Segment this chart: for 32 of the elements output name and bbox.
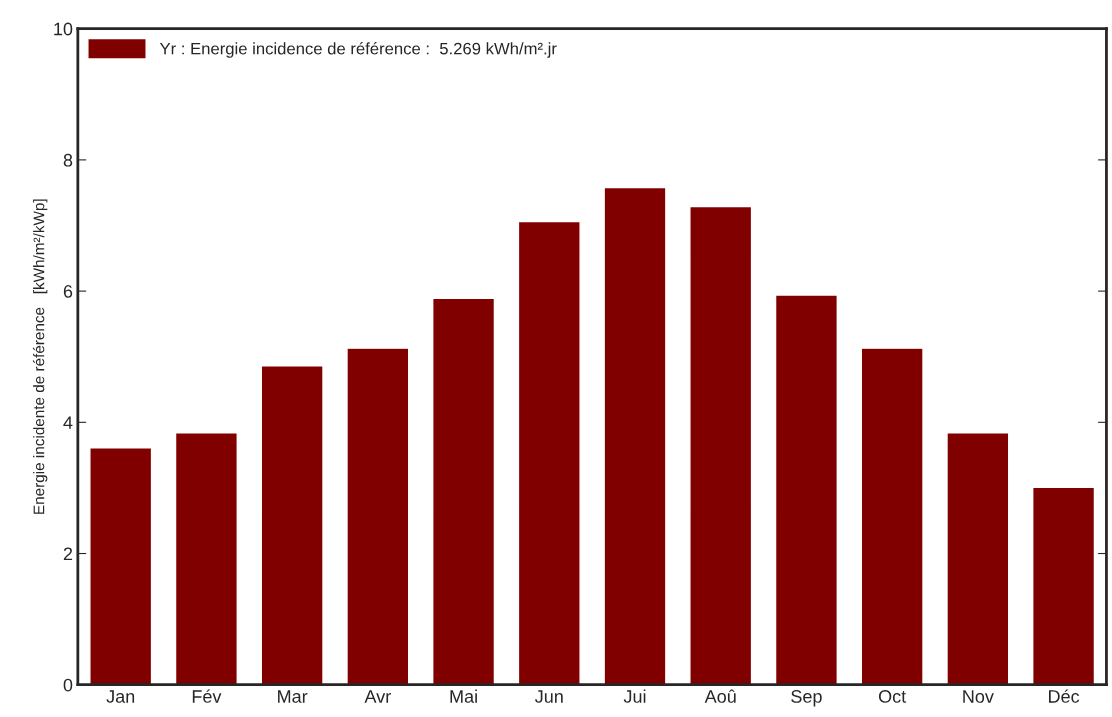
x-tick-label: Aoû	[704, 689, 736, 703]
bar	[774, 294, 838, 685]
bar	[860, 347, 924, 685]
x-tick-label: Sep	[791, 690, 822, 707]
y-tick-label: 6	[63, 285, 73, 298]
y-tick-label: 4	[63, 416, 73, 429]
bar	[89, 447, 153, 685]
x-tick-label: Oct	[878, 690, 907, 703]
bar	[517, 220, 581, 685]
bar	[260, 365, 324, 685]
y-axis-title: Energie incidente de référence [kWh/m²/kWp]	[32, 199, 48, 514]
y-tick-label: 2	[63, 547, 73, 561]
bar	[346, 347, 410, 685]
x-tick-label: Déc	[1049, 689, 1080, 703]
bar	[432, 297, 496, 685]
y-tick-label: 8	[63, 153, 73, 167]
x-tick-label: Mar	[278, 690, 308, 703]
x-tick-label: Mai	[450, 689, 477, 703]
bar	[603, 186, 667, 685]
bar	[946, 432, 1010, 685]
x-tick-label: Nov	[963, 690, 994, 703]
x-tick-label: Jan	[106, 690, 135, 703]
x-tick-label: Avr	[364, 690, 391, 703]
legend-label: Yr : Energie incidence de référence : 5.269 kWh/m².jr	[159, 42, 557, 58]
x-tick-label: Jun	[535, 690, 563, 703]
bar	[174, 432, 238, 685]
y-tick-label: 0	[63, 678, 73, 692]
x-tick-label: Jui	[623, 689, 646, 703]
x-tick-label: Fév	[192, 689, 222, 703]
bar	[689, 205, 753, 685]
y-tick-label: 10	[54, 22, 73, 36]
bar	[1032, 486, 1096, 685]
